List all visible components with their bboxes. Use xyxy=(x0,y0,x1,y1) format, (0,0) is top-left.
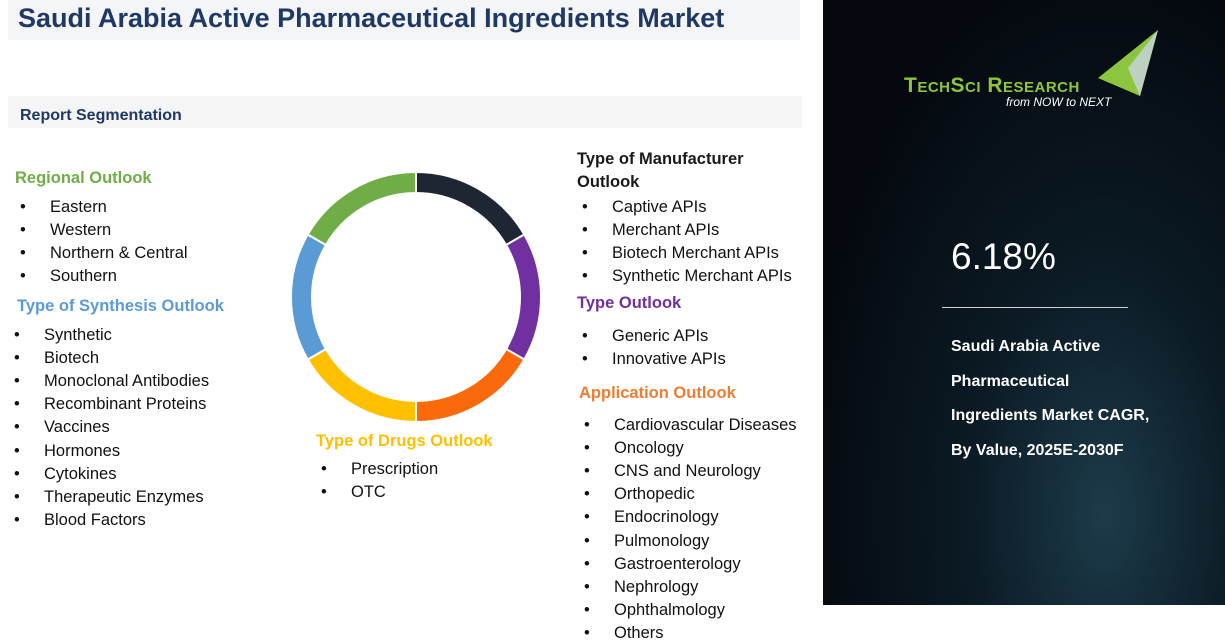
section-item: Therapeutic Enzymes xyxy=(14,486,203,509)
section-item: Biotech Merchant APIs xyxy=(582,242,779,265)
section-item: Endocrinology xyxy=(584,506,718,529)
section-item: Blood Factors xyxy=(14,509,146,532)
section-item: Nephrology xyxy=(584,576,699,599)
section-item: Merchant APIs xyxy=(582,219,719,242)
segmentation-label: Report Segmentation xyxy=(20,107,182,124)
section-item: Southern xyxy=(20,265,117,288)
section-item: Eastern xyxy=(20,196,107,219)
section-item: Cytokines xyxy=(14,463,117,486)
donut-segment xyxy=(415,347,526,424)
donut-segment xyxy=(306,170,417,247)
section-item: Gastroenterology xyxy=(584,553,740,576)
section-item: OTC xyxy=(321,481,386,504)
donut-segment xyxy=(306,347,417,424)
section-item: Biotech xyxy=(14,347,99,370)
section-item: Cardiovascular Diseases xyxy=(584,414,796,437)
section-item: Others xyxy=(584,622,663,643)
donut xyxy=(290,170,542,424)
section-item: Northern & Central xyxy=(20,242,187,265)
section-item: Generic APIs xyxy=(582,325,708,348)
section-item: Innovative APIs xyxy=(582,348,726,371)
section-title: Type of Drugs Outlook xyxy=(316,432,493,450)
section-item: Ophthalmology xyxy=(584,599,725,622)
section-item: Recombinant Proteins xyxy=(14,393,206,416)
stat-caption: Saudi Arabia Active Pharmaceutical Ingre… xyxy=(951,338,1150,459)
section-item: Western xyxy=(20,219,111,242)
section-title: Type of Synthesis Outlook xyxy=(17,297,224,315)
brand-tagline: from NOW to NEXT xyxy=(1006,95,1112,109)
divider xyxy=(942,307,1128,308)
title-bar xyxy=(8,0,800,40)
section-item: Oncology xyxy=(584,437,684,460)
section-item: Monoclonal Antibodies xyxy=(14,370,209,393)
section-title: Regional Outlook xyxy=(15,169,152,187)
section-item: Synthetic xyxy=(14,324,112,347)
segmentation-bar xyxy=(8,96,802,128)
section-item: Prescription xyxy=(321,458,438,481)
section-title: Type of Manufacturer Outlook xyxy=(577,150,744,191)
section-item: Pulmonology xyxy=(584,530,710,553)
section-item: Hormones xyxy=(14,440,120,463)
donut-segment xyxy=(504,233,542,361)
side-panel xyxy=(823,0,1225,605)
section-title: Type Outlook xyxy=(577,294,682,312)
brand-name: TechSci Research xyxy=(904,74,1080,97)
title: Saudi Arabia Active Pharmaceutical Ingre… xyxy=(18,3,725,33)
section-item: Vaccines xyxy=(14,416,110,439)
section-title: Application Outlook xyxy=(579,384,736,402)
section-item: CNS and Neurology xyxy=(584,460,761,483)
section-item: Orthopedic xyxy=(584,483,695,506)
logo-mark xyxy=(1098,30,1158,96)
section-item: Synthetic Merchant APIs xyxy=(582,265,792,288)
section-item: Captive APIs xyxy=(582,196,707,219)
stat-value: 6.18% xyxy=(951,236,1056,277)
donut-segment xyxy=(290,233,328,361)
donut-segment xyxy=(415,170,526,247)
